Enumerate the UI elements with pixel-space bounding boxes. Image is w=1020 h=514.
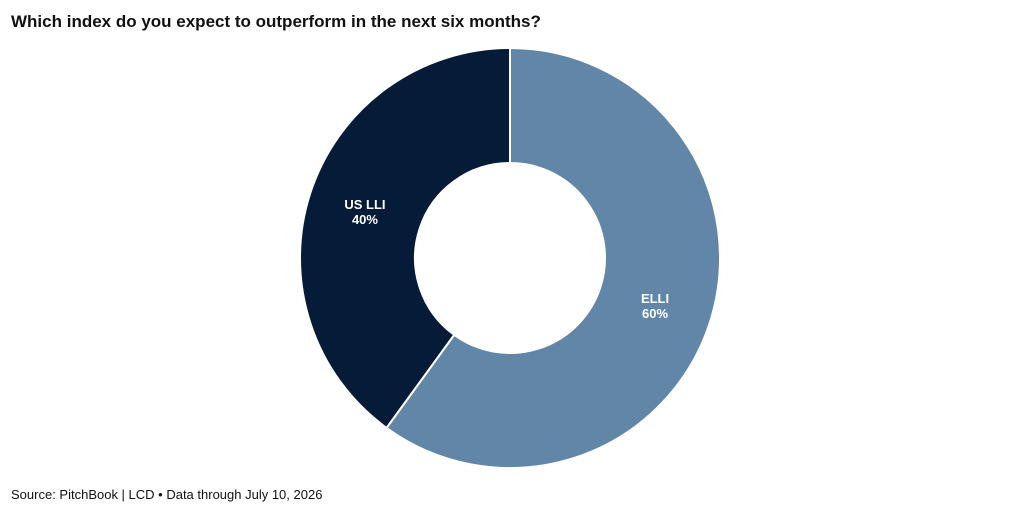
source-note: Source: PitchBook | LCD • Data through J… <box>11 487 323 502</box>
slice-elli <box>385 47 721 469</box>
slice-us-lli <box>299 47 511 429</box>
chart-title: Which index do you expect to outperform … <box>11 12 541 31</box>
slice-name-label: ELLI <box>641 291 669 306</box>
donut-slices <box>299 47 721 469</box>
slice-value-label: 40% <box>352 212 378 227</box>
slice-value-label: 60% <box>642 306 668 321</box>
slice-name-label: US LLI <box>344 197 385 212</box>
